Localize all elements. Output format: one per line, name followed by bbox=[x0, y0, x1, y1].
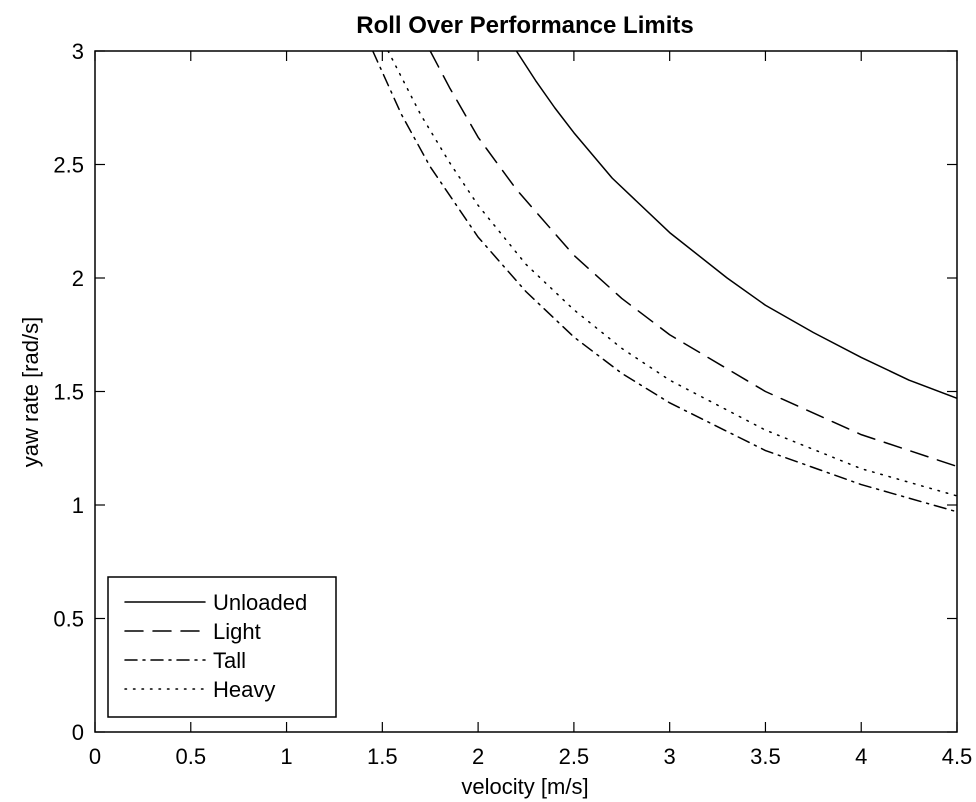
x-tick-label: 4.5 bbox=[942, 744, 973, 769]
x-tick-label: 3.5 bbox=[750, 744, 781, 769]
x-tick-label: 0.5 bbox=[175, 744, 206, 769]
series-line-tall bbox=[372, 51, 957, 513]
y-tick-label: 2 bbox=[72, 266, 84, 291]
y-tick-label: 0 bbox=[72, 720, 84, 745]
legend-label-heavy: Heavy bbox=[213, 677, 275, 702]
legend-box bbox=[107, 576, 337, 718]
legend: Unloaded Light Tall Heavy bbox=[107, 576, 337, 718]
x-tick-label: 1.5 bbox=[367, 744, 398, 769]
y-tick-label: 0.5 bbox=[53, 607, 84, 632]
legend-label-light: Light bbox=[213, 619, 261, 644]
y-tick-label: 1.5 bbox=[53, 380, 84, 405]
y-tick-label: 3 bbox=[72, 39, 84, 64]
x-tick-label: 0 bbox=[89, 744, 101, 769]
x-tick-label: 2.5 bbox=[559, 744, 590, 769]
axis-ticks: 0 0.5 1 1.5 2 2.5 3 3.5 4 4.5 0 0.5 1 1.5 2 2.5 3 bbox=[53, 39, 972, 769]
series-lines bbox=[372, 51, 957, 513]
y-axis-label: yaw rate [rad/s] bbox=[18, 317, 43, 467]
series-line-light bbox=[429, 51, 957, 468]
x-tick-label: 3 bbox=[664, 744, 676, 769]
x-axis-label: velocity [m/s] bbox=[461, 774, 588, 799]
chart-title: Roll Over Performance Limits bbox=[356, 12, 693, 39]
series-line-unloaded bbox=[515, 51, 957, 400]
y-tick-label: 2.5 bbox=[53, 153, 84, 178]
x-tick-label: 2 bbox=[472, 744, 484, 769]
legend-label-tall: Tall bbox=[213, 648, 246, 673]
y-tick-label: 1 bbox=[72, 493, 84, 518]
legend-label-unloaded: Unloaded bbox=[213, 590, 307, 615]
x-tick-label: 1 bbox=[280, 744, 292, 769]
x-tick-label: 4 bbox=[855, 744, 867, 769]
